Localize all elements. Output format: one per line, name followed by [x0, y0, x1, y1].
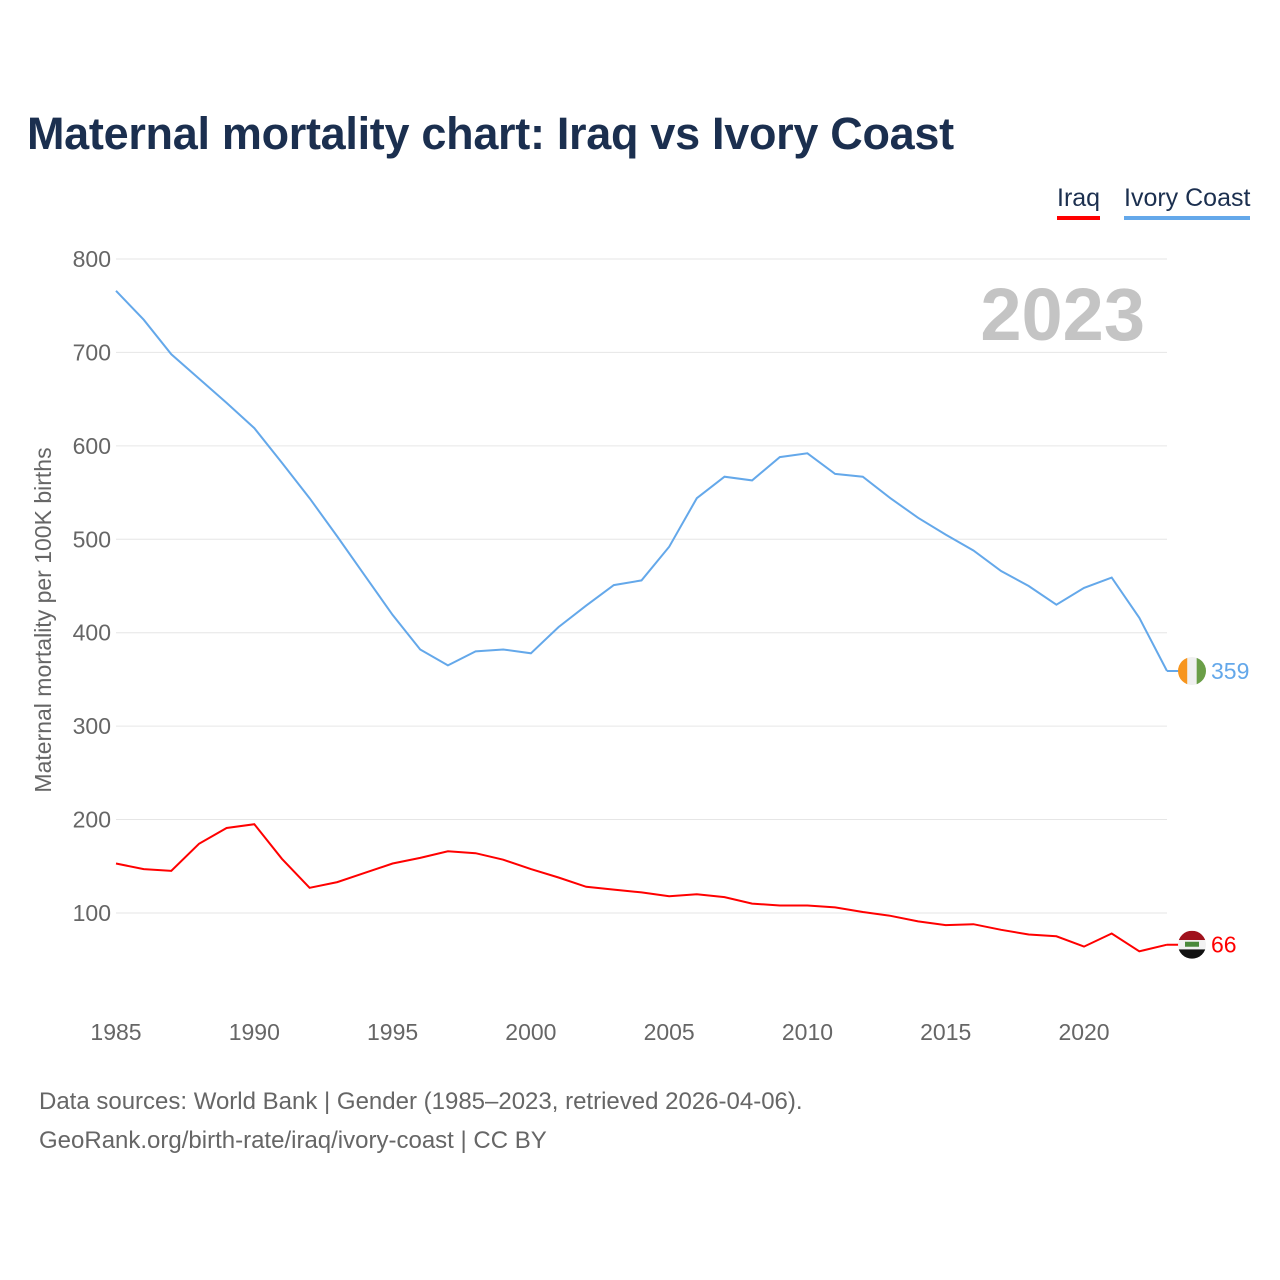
chart-title: Maternal mortality chart: Iraq vs Ivory …: [27, 108, 954, 159]
y-tick-label: 400: [73, 620, 111, 646]
x-tick-label: 2015: [920, 1019, 971, 1045]
series-line-ivory-coast: [115, 290, 1168, 672]
legend-item-ivory-coast[interactable]: Ivory Coast: [1124, 184, 1251, 220]
x-tick-label: 2010: [782, 1019, 833, 1045]
end-value-label: 66: [1211, 932, 1237, 958]
y-tick-label: 600: [73, 433, 111, 459]
x-tick-label: 2020: [1058, 1019, 1109, 1045]
y-tick-label: 200: [73, 807, 111, 833]
source-url-license: GeoRank.org/birth-rate/iraq/ivory-coast …: [39, 1127, 547, 1154]
data-source-note: Data sources: World Bank | Gender (1985–…: [39, 1088, 803, 1115]
end-value-label: 359: [1211, 658, 1249, 684]
x-tick-label: 1995: [367, 1019, 418, 1045]
iraq-flag-icon: [1178, 930, 1206, 959]
ivory-coast-flag-icon: [1178, 657, 1206, 686]
x-tick-label: 2005: [644, 1019, 695, 1045]
x-tick-label: 1990: [229, 1019, 280, 1045]
x-tick-label: 1985: [90, 1019, 141, 1045]
legend-item-iraq[interactable]: Iraq: [1057, 184, 1101, 220]
x-tick-label: 2000: [505, 1019, 556, 1045]
y-tick-label: 500: [73, 526, 111, 552]
year-watermark: 2023: [980, 273, 1145, 356]
y-tick-label: 300: [73, 713, 111, 739]
series-line-iraq: [115, 823, 1168, 953]
y-tick-label: 800: [73, 246, 111, 272]
y-tick-label: 700: [73, 339, 111, 365]
y-axis-label: Maternal mortality per 100K births: [30, 447, 56, 792]
y-tick-label: 100: [73, 900, 111, 926]
